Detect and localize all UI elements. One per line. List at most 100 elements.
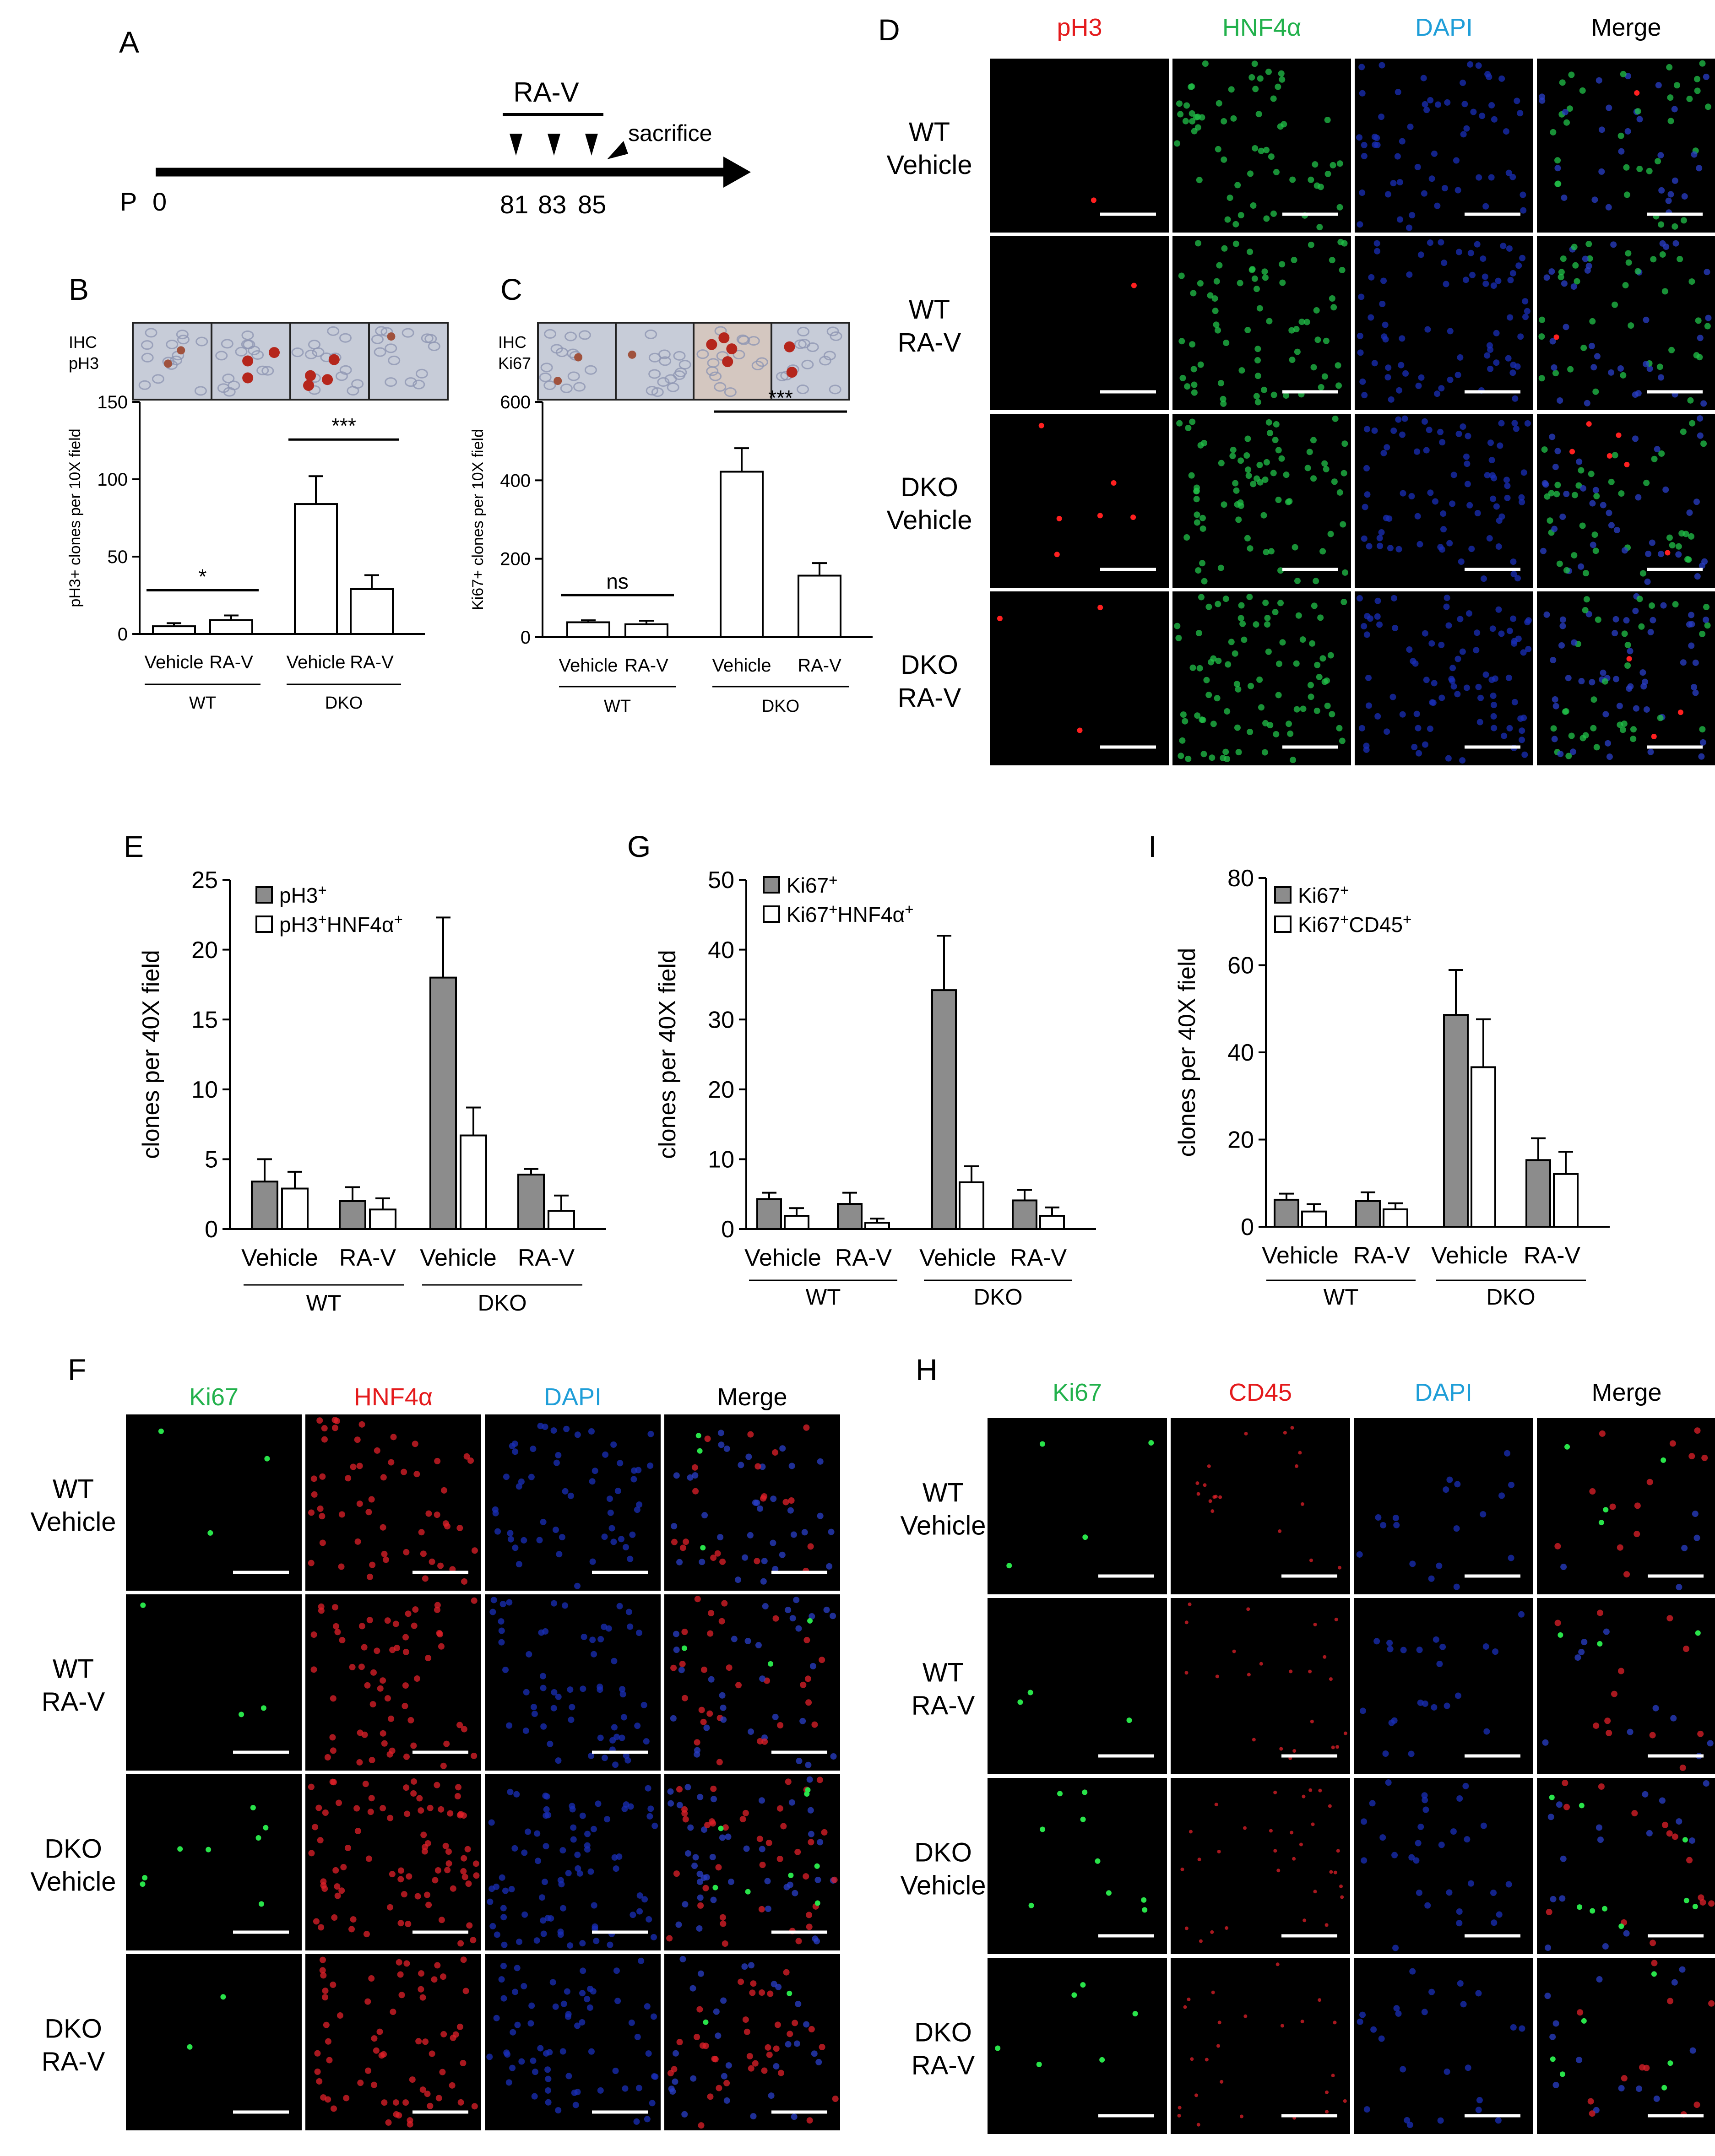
stained-nucleus — [1598, 1783, 1605, 1790]
stained-nucleus — [320, 1972, 327, 1979]
dapi-nucleus — [610, 1538, 617, 1545]
dapi-nucleus — [588, 2048, 595, 2055]
ihc-nucleus — [375, 326, 388, 336]
ihc-stained-cell — [726, 343, 738, 355]
stained-nucleus — [1551, 364, 1558, 371]
stained-nucleus — [1551, 736, 1558, 742]
stained-nucleus — [696, 1925, 703, 1932]
stained-nucleus — [1308, 1669, 1312, 1674]
dapi-nucleus — [1454, 1481, 1461, 1488]
stained-nucleus — [1250, 481, 1257, 488]
channel-header: pH3 — [1057, 14, 1102, 41]
ihc-stain-label-line2: Ki67 — [498, 354, 531, 373]
stained-nucleus — [1246, 1607, 1250, 1611]
dapi-nucleus — [630, 1912, 636, 1918]
dapi-nucleus — [1524, 420, 1531, 427]
stained-nucleus — [806, 1912, 813, 1918]
dapi-nucleus — [1496, 517, 1503, 524]
stained-nucleus — [320, 1956, 326, 1963]
marker-dot — [1667, 2060, 1673, 2066]
legend-label: Ki67+CD45+ — [1298, 911, 1411, 937]
stained-nucleus — [1292, 544, 1298, 551]
stained-nucleus — [1252, 1738, 1256, 1742]
stained-nucleus — [703, 1724, 710, 1731]
stained-nucleus — [811, 2050, 818, 2057]
stained-nucleus — [425, 1655, 432, 1662]
marker-dot — [1558, 1632, 1563, 1638]
stained-nucleus — [752, 2060, 759, 2067]
dapi-nucleus — [513, 1791, 520, 1798]
stained-nucleus — [1199, 560, 1206, 567]
stained-nucleus — [1229, 453, 1236, 460]
dapi-nucleus — [1519, 727, 1525, 734]
dapi-nucleus — [1466, 502, 1473, 509]
dapi-nucleus — [1378, 114, 1385, 120]
stained-nucleus — [425, 1510, 432, 1517]
stained-nucleus — [1701, 558, 1708, 565]
ihc-nucleus — [806, 342, 819, 352]
x-category-label: Vehicle — [744, 1245, 821, 1271]
dapi-nucleus — [507, 1788, 514, 1795]
dapi-nucleus — [488, 1885, 495, 1892]
dapi-nucleus — [613, 1967, 620, 1974]
stained-nucleus — [1336, 160, 1343, 167]
sacrifice-marker — [607, 141, 628, 159]
stained-nucleus — [694, 1747, 701, 1754]
dapi-nucleus — [1411, 744, 1418, 751]
stained-nucleus — [748, 1728, 754, 1735]
stained-nucleus — [1639, 570, 1646, 577]
stained-nucleus — [1239, 620, 1246, 627]
stained-nucleus — [787, 1881, 793, 1888]
stained-nucleus — [676, 1559, 683, 1566]
dapi-nucleus — [1357, 2018, 1363, 2025]
stained-nucleus — [807, 1807, 814, 1814]
stained-nucleus — [1646, 365, 1653, 372]
stained-nucleus — [463, 1453, 470, 1460]
micrograph-tile — [988, 1958, 1167, 2134]
marker-dot — [1091, 197, 1096, 203]
stained-nucleus — [808, 1831, 814, 1837]
marker-dot — [1550, 2056, 1556, 2062]
bar — [548, 1210, 575, 1230]
ihc-stain-label-line1: IHC — [498, 333, 526, 352]
stained-nucleus — [719, 1558, 726, 1565]
y-axis-label: clones per 40X field — [1174, 948, 1200, 1157]
stained-nucleus — [1665, 197, 1672, 204]
stained-nucleus — [1275, 83, 1281, 90]
stained-nucleus — [765, 2044, 771, 2051]
marker-dot — [1106, 1890, 1112, 1896]
stained-nucleus — [1593, 744, 1600, 751]
channel-header: Merge — [1591, 14, 1661, 41]
ihc-nucleus — [696, 349, 709, 359]
stained-nucleus — [787, 2031, 793, 2037]
stained-nucleus — [338, 1563, 345, 1570]
stained-nucleus — [682, 1816, 689, 1823]
stained-nucleus — [366, 1573, 373, 1580]
dapi-nucleus — [1476, 174, 1482, 181]
stained-nucleus — [356, 1463, 363, 1469]
stained-nucleus — [1697, 1730, 1704, 1737]
micrograph-grid-ph3: pH3 HNF4α DAPI MergeWTVehicleWTRA-VDKOVehic… — [886, 14, 1715, 765]
stained-nucleus — [1663, 244, 1670, 250]
stained-nucleus — [1324, 117, 1331, 124]
ihc-tile — [368, 322, 449, 401]
stained-nucleus — [1592, 487, 1599, 493]
dapi-nucleus — [540, 1917, 547, 1924]
marker-dot — [255, 1835, 261, 1841]
bar — [369, 1208, 396, 1230]
stained-nucleus — [358, 1663, 365, 1670]
bar — [281, 1187, 309, 1230]
stained-nucleus — [704, 1821, 711, 1828]
ihc-strip-ph3: IHC pH3 — [69, 322, 449, 401]
ihc-stained-cell — [718, 332, 730, 343]
dapi-nucleus — [1363, 426, 1370, 433]
stained-nucleus — [330, 1981, 336, 1988]
stained-nucleus — [316, 2078, 323, 2085]
dapi-nucleus — [1456, 1795, 1463, 1802]
stained-nucleus — [1290, 1831, 1294, 1835]
dapi-nucleus — [1483, 1728, 1490, 1735]
stained-nucleus — [1190, 366, 1197, 373]
stained-nucleus — [384, 1617, 391, 1624]
stained-nucleus — [1559, 513, 1566, 520]
stained-nucleus — [1253, 286, 1260, 293]
